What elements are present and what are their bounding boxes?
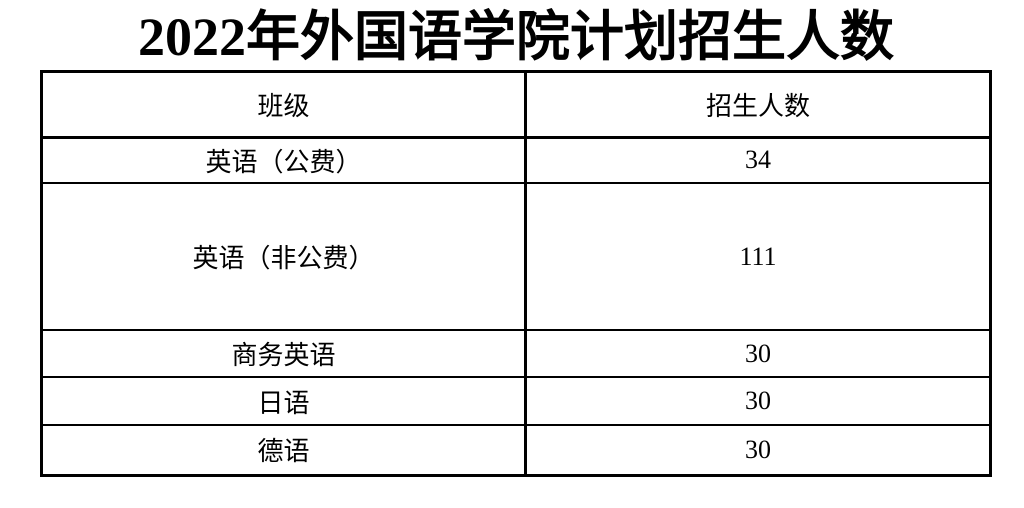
cell-count: 34 bbox=[524, 136, 992, 185]
cell-count: 30 bbox=[524, 329, 992, 379]
table-row: 德语 30 bbox=[40, 424, 992, 477]
column-header-count: 招生人数 bbox=[524, 70, 992, 139]
column-header-class: 班级 bbox=[40, 70, 527, 139]
cell-class: 德语 bbox=[40, 424, 527, 477]
cell-class: 英语（公费） bbox=[40, 136, 527, 185]
cell-class: 商务英语 bbox=[40, 329, 527, 379]
table-row: 商务英语 30 bbox=[40, 329, 992, 379]
page-title: 2022年外国语学院计划招生人数 bbox=[138, 7, 894, 67]
cell-class: 日语 bbox=[40, 376, 527, 427]
cell-count: 30 bbox=[524, 376, 992, 427]
document-page: 2022年外国语学院计划招生人数 班级 招生人数 英语（公费） 34 英语（非公… bbox=[0, 6, 1024, 508]
enrollment-table: 班级 招生人数 英语（公费） 34 英语（非公费） 111 商务英语 30 日语… bbox=[40, 69, 992, 477]
cell-count: 30 bbox=[524, 424, 992, 477]
table-header-row: 班级 招生人数 bbox=[40, 70, 992, 139]
table-row: 英语（公费） 34 bbox=[40, 136, 992, 185]
table-row: 英语（非公费） 111 bbox=[40, 182, 992, 332]
cell-count: 111 bbox=[524, 182, 992, 332]
table-row: 日语 30 bbox=[40, 376, 992, 427]
cell-class: 英语（非公费） bbox=[40, 182, 527, 332]
